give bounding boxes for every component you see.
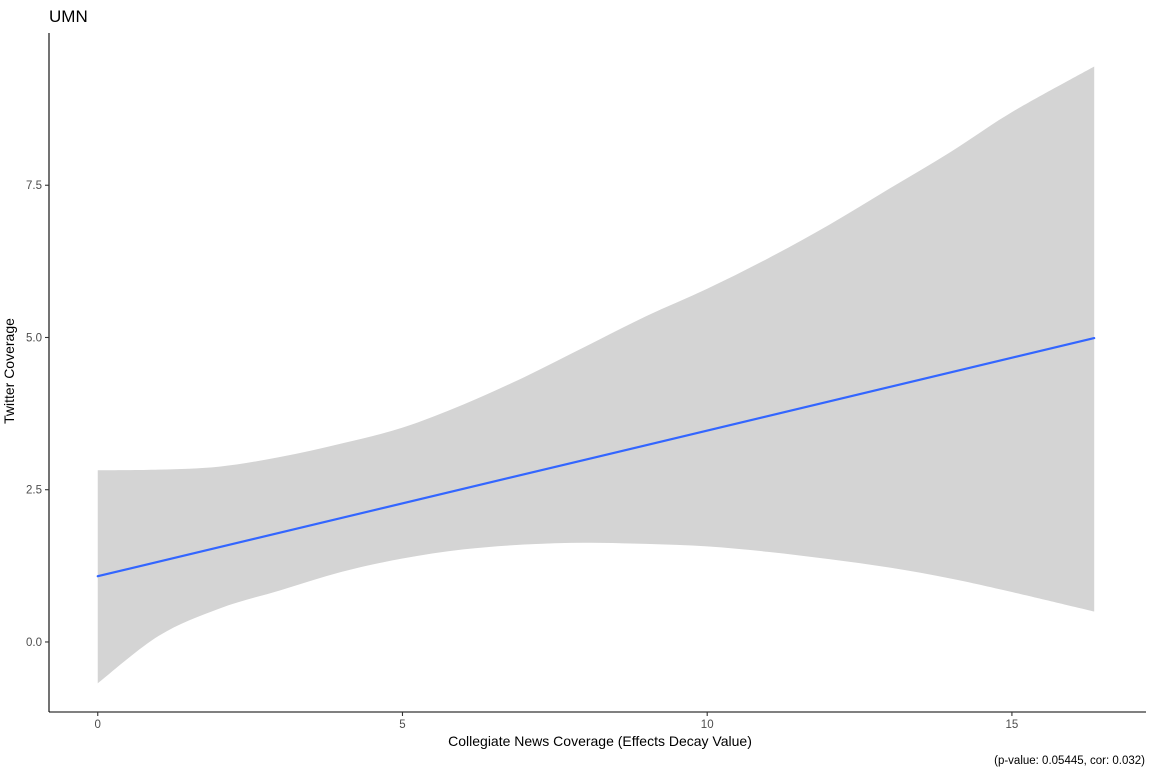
y-tick-label: 5.0 — [26, 332, 42, 344]
axes-layer: 0 5 10 15 0.0 2.5 5.0 7.5 — [26, 33, 1146, 731]
chart-title: UMN — [49, 7, 88, 26]
confidence-band — [97, 66, 1095, 684]
x-tick-label: 10 — [701, 719, 714, 731]
x-tick-label: 5 — [399, 719, 405, 731]
confidence-band-layer — [97, 66, 1095, 684]
y-tick-label: 7.5 — [26, 180, 42, 192]
y-tick-label: 2.5 — [26, 485, 42, 497]
x-tick-label: 15 — [1006, 719, 1019, 731]
fit-line-0 — [96, 336, 1096, 578]
x-tick-label: 0 — [95, 719, 101, 731]
y-axis-label: Twitter Coverage — [1, 318, 17, 424]
fit-line-layer — [96, 336, 1096, 578]
x-axis-label: Collegiate News Coverage (Effects Decay … — [448, 733, 752, 749]
y-tick-label: 0.0 — [26, 637, 42, 649]
stats-caption: (p-value: 0.05445, cor: 0.032) — [994, 755, 1145, 767]
